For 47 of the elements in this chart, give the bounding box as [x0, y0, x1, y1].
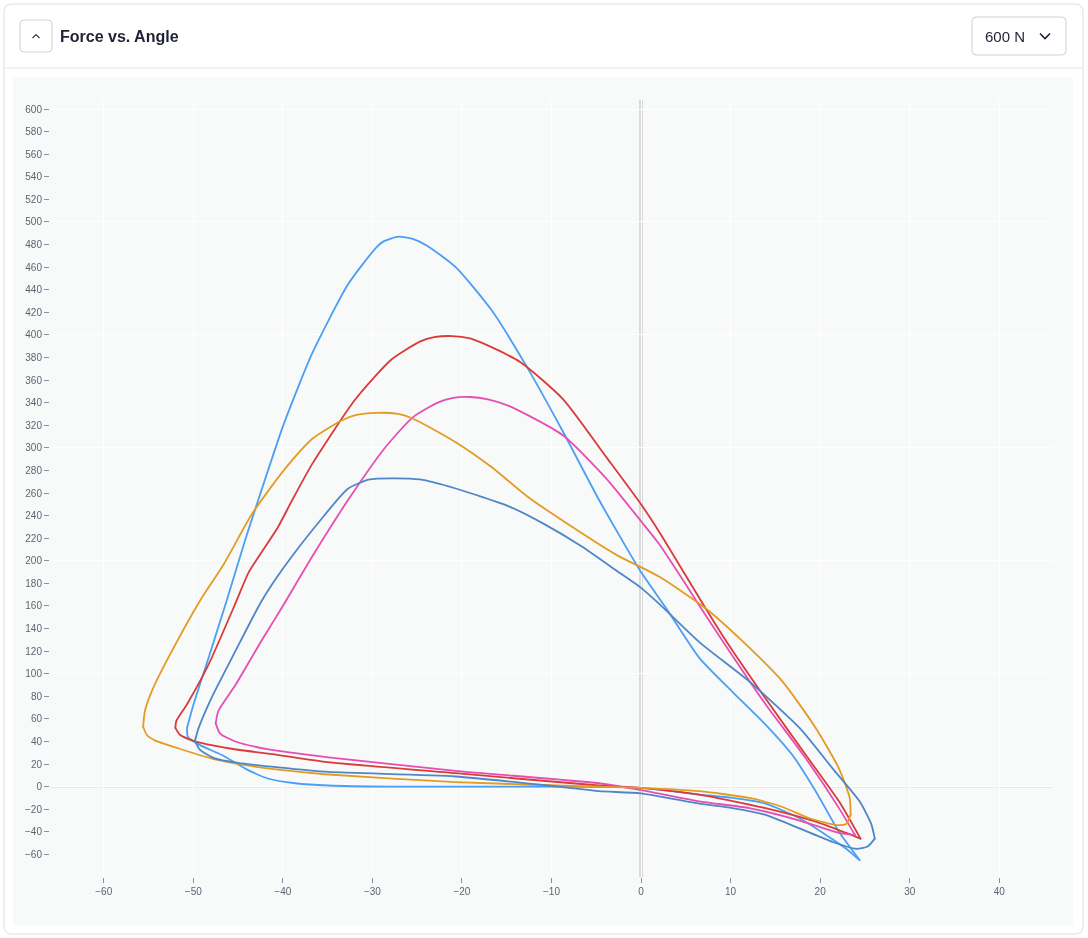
- y-tick-label: 600: [25, 103, 43, 115]
- y-tick-label: 580: [25, 126, 43, 138]
- x-tick-label: 30: [904, 886, 916, 897]
- y-tick-label: 340: [25, 397, 43, 409]
- y-tick-label: 440: [25, 284, 43, 296]
- x-tick-label: −30: [363, 886, 382, 897]
- y-tick-label: 60: [30, 713, 43, 725]
- chart-title: Force vs. Angle: [60, 27, 179, 45]
- y-tick-label: 520: [25, 193, 43, 205]
- y-tick-label: 500: [25, 216, 43, 228]
- y-tick-label: 380: [25, 351, 43, 363]
- y-tick-label: 280: [25, 464, 43, 476]
- y-tick-label: 240: [25, 510, 43, 522]
- y-tick-label: 80: [30, 690, 43, 702]
- y-tick-label: 100: [25, 668, 43, 680]
- y-tick-label: 180: [25, 577, 43, 589]
- y-tick-label: 360: [25, 374, 43, 386]
- y-tick-label: 20: [30, 758, 43, 770]
- text: 600 N: [985, 28, 1026, 45]
- y-tick-label: 480: [25, 239, 43, 251]
- y-tick-label: 460: [25, 261, 43, 273]
- y-tick-label: 320: [25, 419, 43, 431]
- y-tick-label: 420: [25, 306, 43, 318]
- x-tick-label: −40: [274, 886, 292, 897]
- x-tick-label: 0: [638, 886, 645, 897]
- x-tick-label: 20: [814, 886, 827, 897]
- y-tick-label: 560: [25, 148, 43, 160]
- x-tick-label: 10: [725, 886, 737, 897]
- y-tick-label: −60: [25, 848, 43, 860]
- y-tick-label: 220: [25, 532, 43, 544]
- y-tick-label: 0: [36, 781, 43, 793]
- y-tick-label: 540: [25, 171, 43, 183]
- y-tick-label: −20: [25, 803, 43, 815]
- x-tick-label: 40: [993, 886, 1006, 897]
- y-tick-label: 400: [25, 329, 43, 341]
- y-tick-label: 200: [25, 555, 43, 567]
- y-tick-label: 260: [25, 487, 43, 499]
- x-tick-label: −10: [543, 886, 561, 897]
- x-tick-label: −60: [95, 886, 113, 897]
- y-tick-label: 120: [25, 645, 43, 657]
- x-tick-label: −20: [453, 886, 471, 897]
- x-tick-label: −50: [184, 886, 203, 897]
- y-tick-label: 40: [30, 735, 43, 747]
- y-tick-label: −40: [25, 826, 43, 838]
- y-tick-label: 160: [25, 600, 43, 612]
- y-tick-label: 300: [25, 442, 43, 454]
- y-tick-label: 140: [25, 623, 43, 635]
